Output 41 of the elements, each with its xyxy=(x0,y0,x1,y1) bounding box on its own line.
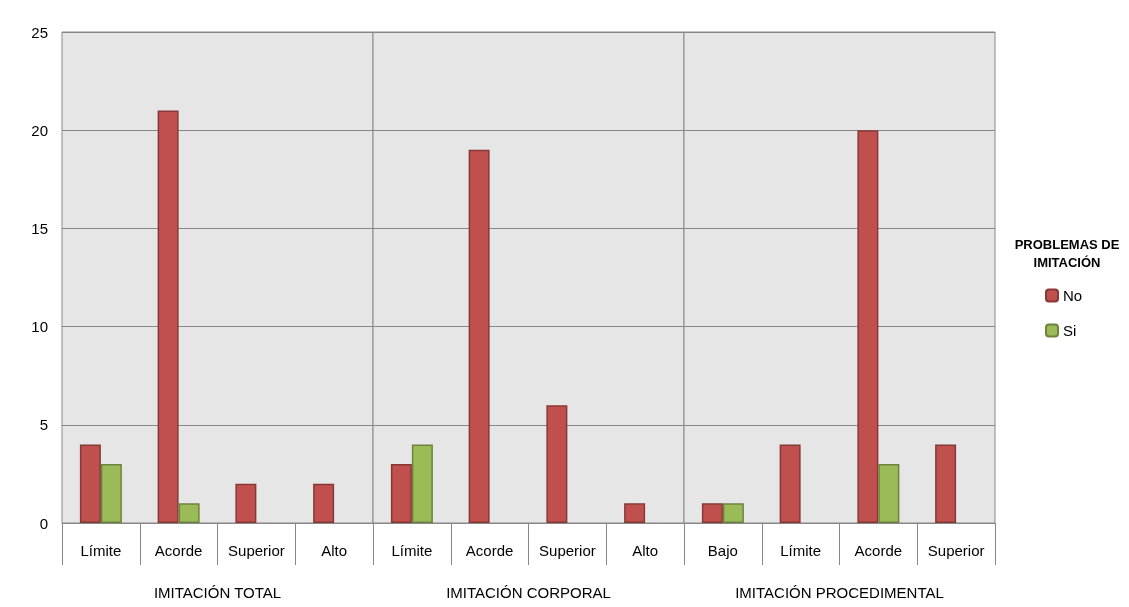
x-tick-label: Acorde xyxy=(154,542,203,559)
x-axis-title: IMITACIÓN CORPORAL xyxy=(446,584,611,601)
y-tick-label: 5 xyxy=(39,416,48,434)
bar xyxy=(157,110,179,523)
legend-label: Si xyxy=(1063,322,1077,339)
x-tick-label: Superior xyxy=(927,542,985,559)
bar xyxy=(857,130,879,523)
bar xyxy=(701,503,723,523)
y-tick-label: 15 xyxy=(31,219,48,237)
x-tick-label: Límite xyxy=(391,542,433,559)
bar xyxy=(235,483,257,523)
x-tick-label: Superior xyxy=(539,542,596,559)
y-tick-label: 25 xyxy=(31,23,48,41)
x-tick-label: Acorde xyxy=(465,542,514,559)
x-axis-title: IMITACIÓN TOTAL xyxy=(153,584,282,601)
x-axis-title: IMITACIÓN PROCEDIMENTAL xyxy=(735,584,944,601)
x-tick-label: Alto xyxy=(321,542,348,559)
x-tick-label: Límite xyxy=(80,542,122,559)
legend-label: No xyxy=(1063,287,1083,304)
bar xyxy=(935,444,957,523)
x-tick-label: Alto xyxy=(632,542,659,559)
y-tick-label: 20 xyxy=(31,121,48,139)
legend-title: PROBLEMAS DE IMITACIÓN xyxy=(1014,236,1120,270)
bar xyxy=(624,503,646,523)
bar xyxy=(313,483,335,523)
bar xyxy=(722,503,744,523)
x-tick-label: Superior xyxy=(228,542,285,559)
bar xyxy=(390,464,412,523)
x-tick-label: Límite xyxy=(780,542,822,559)
bar xyxy=(411,444,433,523)
bar xyxy=(79,444,101,523)
bar xyxy=(878,464,900,523)
bar xyxy=(468,149,490,523)
y-tick-label: 10 xyxy=(31,318,48,336)
bar xyxy=(779,444,801,523)
x-tick-label: Acorde xyxy=(854,542,903,559)
bar xyxy=(178,503,200,523)
bar xyxy=(546,405,568,523)
bar xyxy=(100,464,122,523)
x-tick-label: Bajo xyxy=(707,542,738,559)
y-tick-label: 0 xyxy=(39,514,48,532)
